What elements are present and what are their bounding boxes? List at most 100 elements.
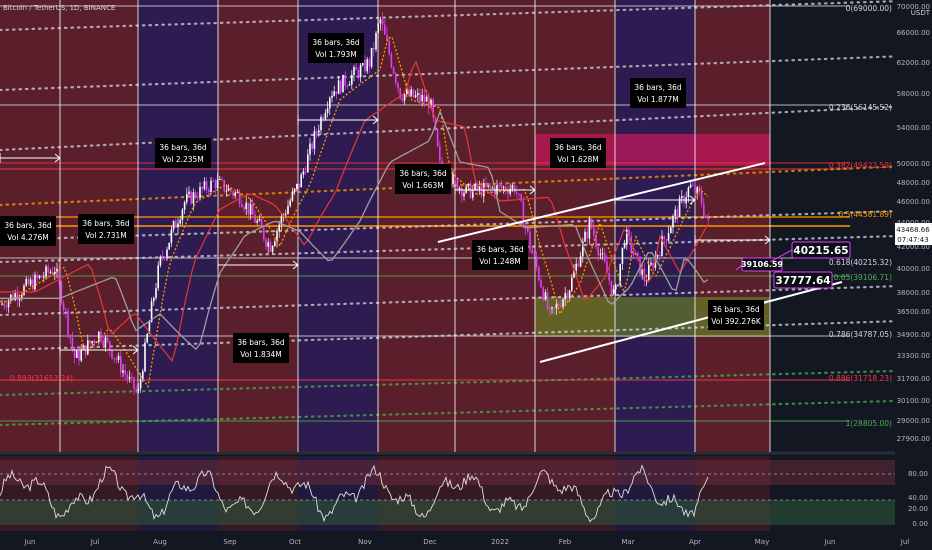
candle-body [560, 306, 562, 308]
candle-body [692, 184, 694, 186]
candle-body [540, 280, 542, 288]
candle-body [219, 178, 221, 180]
candle-body [689, 184, 692, 188]
candle-body [172, 220, 175, 230]
candle-body [430, 99, 432, 109]
price-callout-text: 37777.64 [775, 275, 830, 287]
dotted-trendline [0, 318, 932, 352]
candle-body [502, 186, 505, 188]
candles [1, 12, 709, 396]
ma-slow [0, 109, 709, 351]
candle-body [623, 244, 626, 248]
time-tick: Apr [689, 538, 701, 546]
candle-body [199, 186, 201, 199]
candle-body [225, 190, 228, 192]
range-box: 36 bars, 36d Vol 4.276M [0, 216, 56, 246]
candle-body [342, 74, 344, 93]
candle-body [38, 275, 41, 278]
candle-body [555, 304, 558, 308]
candle-body [681, 196, 683, 199]
candle-body [274, 241, 276, 247]
candle-body [234, 192, 236, 196]
time-tick: Mar [621, 538, 634, 546]
candle-body [128, 376, 131, 379]
candle-body [335, 91, 338, 94]
candle-body [280, 216, 283, 225]
range-box-bars: 36 bars, 36d [82, 219, 130, 228]
price-axis-bg [895, 0, 932, 550]
candle-body [232, 191, 234, 196]
time-tick: Jul [900, 538, 910, 546]
candle-body [474, 183, 476, 190]
candle-body [531, 249, 533, 254]
candle-body [89, 340, 91, 344]
candle-body [23, 285, 25, 295]
arrow-head [54, 153, 61, 163]
rsi-tick: 0.00 [912, 520, 928, 528]
candle-body [296, 184, 298, 189]
candle-body [414, 95, 417, 98]
candle-body [707, 217, 709, 220]
range-box-bars: 36 bars, 36d [4, 221, 52, 230]
candle-body [260, 219, 263, 228]
candle-body [348, 84, 351, 86]
candle-body [661, 236, 663, 257]
candle-body [355, 67, 357, 70]
candle-body [315, 131, 318, 133]
price-callout-box [773, 271, 833, 289]
candle-body [700, 191, 703, 204]
candle-body [351, 75, 353, 85]
candle-body [71, 337, 74, 348]
candle-body [7, 300, 10, 308]
candle-body [340, 80, 342, 93]
price-callout-text: 40215.65 [793, 245, 848, 257]
candle-body [309, 143, 311, 155]
rsi-oversold-band [0, 500, 895, 525]
price-tick: 30100.00 [897, 397, 930, 405]
candle-body [153, 297, 155, 302]
candle-body [104, 337, 107, 346]
candle-body [401, 98, 404, 101]
candle-body [384, 24, 386, 35]
arrow-head [132, 345, 139, 355]
candle-body [439, 146, 441, 161]
current-price-tag [895, 223, 932, 245]
candle-body [326, 108, 329, 113]
candle-body [632, 252, 635, 255]
candle-body [403, 94, 406, 101]
candle-body [56, 268, 58, 272]
fib-label: 0.786(34787.05) [829, 330, 892, 339]
candle-body [399, 88, 401, 99]
candle-body [179, 219, 181, 224]
candle-body [467, 183, 470, 186]
candle-body [507, 190, 509, 194]
arrow-head [372, 115, 379, 125]
candle-body [639, 256, 641, 275]
candle-body [201, 186, 203, 189]
candle-body [254, 214, 256, 223]
candle-body [36, 274, 38, 278]
candle-body [188, 191, 190, 194]
candle-body [436, 129, 439, 147]
range-box-bg [78, 214, 134, 244]
rsi-panel [0, 451, 932, 525]
time-tick: Sep [223, 538, 237, 546]
price-tick: 50000.00 [897, 160, 930, 168]
candle-body [476, 183, 478, 191]
fib-label: 0.893(31652.24) [10, 374, 73, 383]
fib-label: 0.65(39106.71) [834, 273, 892, 282]
candle-body [553, 307, 555, 309]
candle-body [390, 54, 393, 68]
range-box-vol: Vol 1.248M [479, 257, 521, 266]
candle-body [703, 203, 705, 216]
candle-body [205, 181, 208, 190]
candle-body [408, 89, 410, 96]
candle-body [601, 253, 604, 255]
candle-body [131, 376, 133, 378]
candle-body [293, 188, 296, 193]
range-box-bars: 36 bars, 36d [554, 143, 602, 152]
price-callout-text: 39106.59 [741, 260, 783, 269]
candle-body [177, 223, 179, 228]
